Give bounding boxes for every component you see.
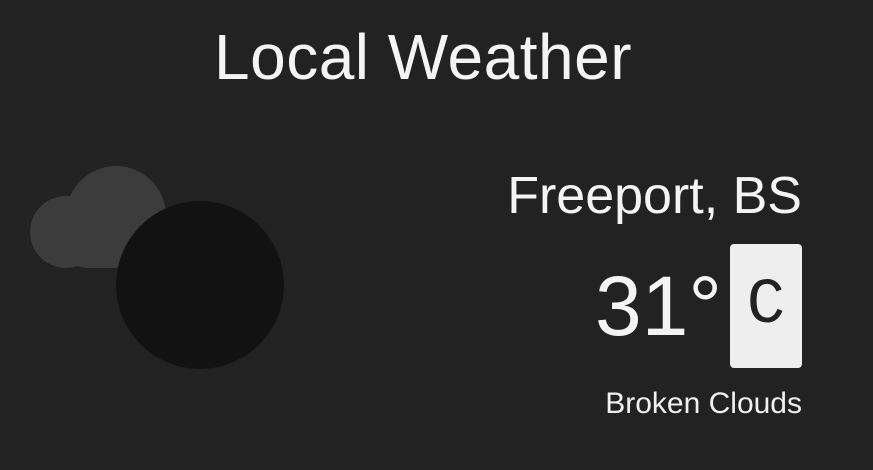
page-title: Local Weather — [214, 21, 632, 93]
temperature-row: 31° C — [595, 244, 802, 368]
unit-toggle-button[interactable]: C — [730, 244, 802, 368]
temperature-value: 31° — [594, 259, 722, 353]
location-label: Freeport, BS — [507, 167, 802, 225]
weather-icon-graphic — [30, 166, 284, 369]
broken-clouds-icon — [28, 164, 288, 374]
weather-description: Broken Clouds — [605, 387, 802, 420]
dark-circle-shape — [116, 201, 284, 369]
